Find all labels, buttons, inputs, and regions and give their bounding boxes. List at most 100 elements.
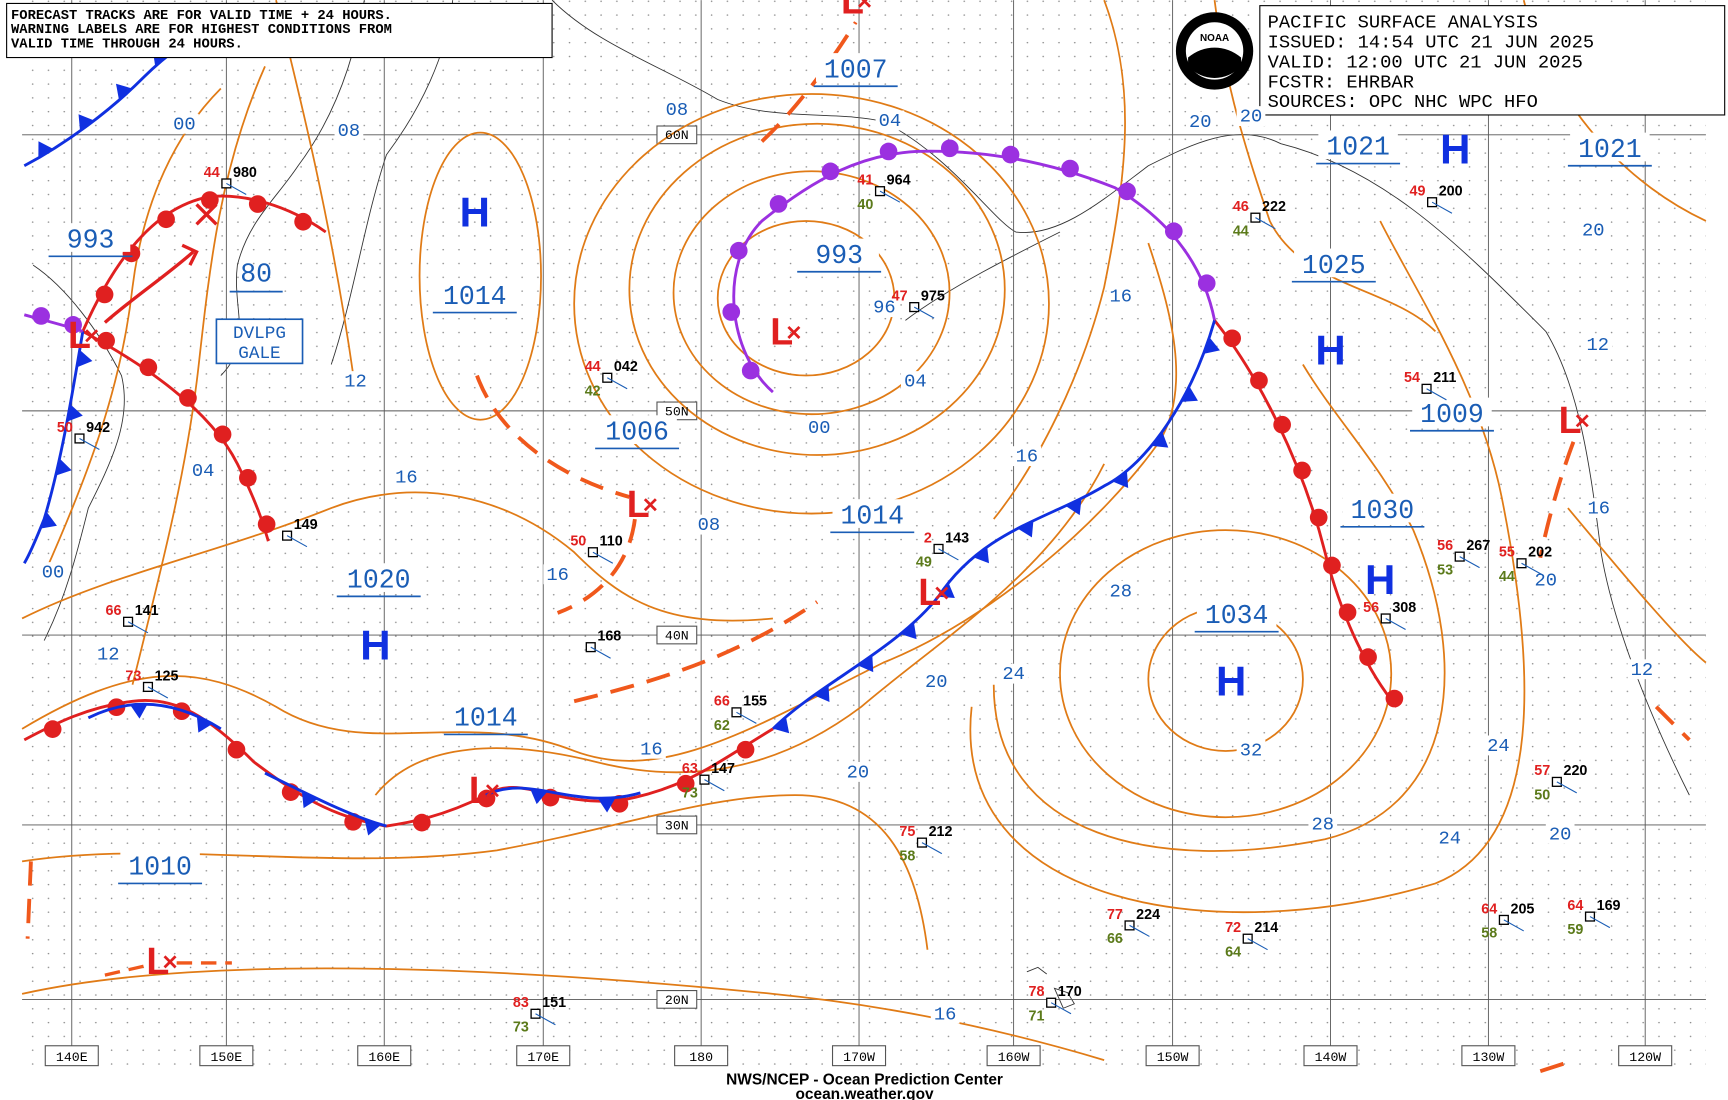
- front-bump: [1197, 274, 1216, 293]
- front-bump: [879, 142, 898, 161]
- front-barb: [1065, 498, 1082, 516]
- station-pressure: 141: [135, 603, 159, 619]
- station-pressure: 147: [711, 761, 735, 777]
- center-value: 1020: [347, 566, 411, 596]
- isobar-label-bg: [999, 663, 1028, 684]
- station-temp: 44: [585, 359, 601, 375]
- center-value: 1009: [1420, 400, 1484, 430]
- isobar-label: 12: [344, 371, 367, 393]
- isobar-label: 04: [879, 110, 902, 132]
- center-value: 1025: [1302, 251, 1366, 281]
- low-symbol: L: [918, 571, 941, 613]
- front-bump: [248, 195, 267, 213]
- low-cross: [643, 498, 657, 512]
- lon-label: 140E: [56, 1050, 88, 1065]
- isobar-label: 20: [1240, 106, 1263, 128]
- isobar-label: 28: [1312, 813, 1335, 835]
- front-bump: [97, 331, 115, 350]
- station-temp: 72: [1225, 920, 1241, 936]
- center-value-bg: [446, 701, 526, 730]
- low-cross: [1575, 414, 1589, 428]
- station-pressure: 168: [597, 629, 621, 645]
- high-symbol: H: [360, 621, 390, 668]
- station-temp: 49: [1409, 184, 1425, 200]
- isobar-label-bg: [1483, 735, 1513, 756]
- isobar-label-bg: [334, 120, 364, 141]
- isobar-label-bg: [188, 460, 218, 481]
- center-value: 1030: [1351, 496, 1415, 526]
- isobar-label-bg: [1435, 828, 1465, 849]
- forecast-position: [195, 203, 218, 226]
- notice-line: FORECAST TRACKS ARE FOR VALID TIME + 24 …: [11, 9, 392, 24]
- station-pressure: 149: [294, 517, 318, 533]
- coastline: [551, 0, 884, 123]
- wind-barb: [913, 306, 935, 319]
- station-temp: 44: [204, 165, 220, 181]
- station-temp: 73: [125, 668, 141, 684]
- front-bump: [610, 794, 629, 813]
- lon-label-box: [1618, 1045, 1673, 1067]
- center-value-bg: [597, 415, 677, 445]
- station-temp: 56: [1437, 538, 1453, 554]
- front-barb: [1112, 471, 1129, 488]
- station-temp: 64: [1481, 901, 1497, 917]
- wind-barb: [127, 621, 149, 634]
- isobar-label: 20: [1582, 219, 1605, 241]
- isobar-label: 16: [934, 1003, 957, 1025]
- center-value-bg: [435, 279, 515, 309]
- isobar: [573, 93, 1050, 515]
- lon-label: 140W: [1315, 1050, 1347, 1065]
- wind-barb: [921, 842, 943, 855]
- trough: [1539, 705, 1691, 1074]
- isobar-label-bg: [1584, 498, 1614, 518]
- wind-barb: [286, 535, 308, 548]
- lon-label: 120W: [1629, 1050, 1661, 1065]
- low-symbol: L: [146, 940, 169, 982]
- station-temp: 55: [1499, 545, 1515, 561]
- station-temp: 46: [1233, 199, 1249, 215]
- lon-label: 170W: [843, 1050, 875, 1065]
- isobar-label-bg: [875, 110, 905, 131]
- center-value: 993: [815, 241, 863, 271]
- isobar-label: 28: [1109, 580, 1132, 602]
- wind-barb: [592, 551, 614, 564]
- front-barb: [900, 622, 917, 640]
- lon-label-box: [44, 1045, 99, 1067]
- station-temp: 41: [857, 173, 873, 189]
- front-barb: [597, 797, 616, 813]
- front-barb: [973, 546, 989, 564]
- trough: [556, 518, 637, 615]
- station-temp: 63: [682, 761, 698, 777]
- warning-label: GALE: [238, 344, 280, 364]
- lat-label-box: [656, 125, 698, 145]
- header-line: ISSUED: 14:54 UTC 21 JUN 2025: [1268, 32, 1595, 54]
- center-value-bg: [1196, 598, 1277, 628]
- wind-barb: [535, 1013, 556, 1026]
- front-barb: [772, 716, 790, 734]
- isobar-label: 08: [698, 514, 721, 536]
- fronts: [23, 18, 1404, 836]
- isobar-label: 24: [1002, 663, 1025, 685]
- isobar-label-bg: [843, 761, 873, 782]
- isobar-label-bg: [637, 738, 666, 759]
- front-bump: [412, 813, 431, 832]
- lat-label-box: [656, 990, 698, 1009]
- isobar-label: 24: [1487, 735, 1510, 757]
- station-temp: 57: [1534, 763, 1550, 779]
- wind-barb: [1431, 201, 1453, 214]
- isobar: [418, 131, 542, 421]
- station-temp: 64: [1567, 898, 1583, 914]
- cold-front: [771, 319, 1216, 730]
- front-barb: [814, 685, 830, 702]
- isobar-label: 08: [338, 120, 361, 142]
- trough: [760, 21, 858, 143]
- coastline: [905, 231, 1061, 321]
- wind-barb: [1503, 919, 1524, 932]
- front-bump: [1273, 415, 1291, 434]
- low-symbol: L: [68, 314, 91, 356]
- front-bump: [940, 139, 959, 158]
- station-dew: 73: [513, 1019, 529, 1035]
- front-barb: [1017, 520, 1034, 538]
- lon-label: 150E: [210, 1050, 242, 1065]
